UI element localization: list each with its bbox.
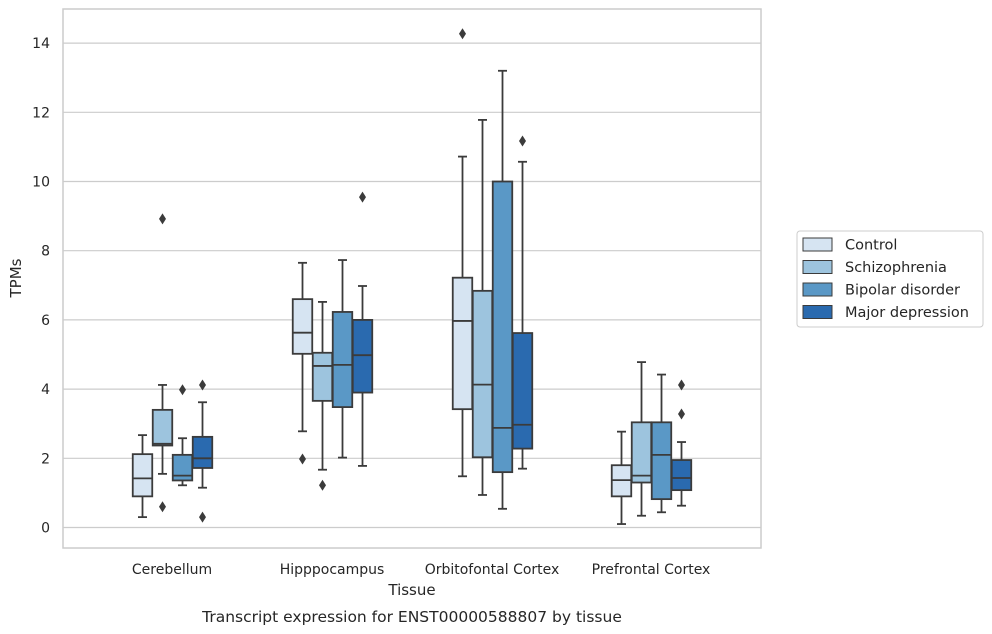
box-body	[451, 276, 474, 411]
y-tick-label: 6	[41, 313, 50, 329]
box-body	[650, 421, 673, 501]
y-tick-label: 4	[41, 382, 50, 398]
box-body	[171, 453, 194, 482]
outlier-point	[159, 501, 166, 513]
box-2-3	[511, 135, 534, 470]
legend-label: Bipolar disorder	[845, 283, 960, 299]
y-tick-label: 8	[41, 244, 50, 260]
outlier-point	[319, 479, 326, 491]
box-3-1	[630, 361, 653, 517]
box-body	[471, 289, 494, 459]
legend-label: Schizophrenia	[845, 260, 947, 276]
chart-caption: Transcript expression for ENST0000058880…	[201, 608, 622, 626]
box-1-0	[291, 261, 314, 465]
box-0-2	[171, 384, 194, 487]
box-body	[131, 453, 154, 498]
box-body	[311, 351, 334, 402]
box-0-3	[191, 379, 214, 523]
box-body	[191, 435, 214, 469]
y-tick-label: 0	[41, 521, 50, 537]
box-1-3	[351, 191, 374, 467]
outlier-point	[299, 453, 306, 465]
box-body	[491, 180, 514, 474]
box-body	[511, 332, 534, 450]
outlier-point	[678, 379, 685, 391]
box-body	[351, 318, 374, 394]
outlier-point	[678, 408, 685, 420]
x-tick-label: Orbitofontal Cortex	[425, 562, 560, 578]
y-tick-label: 12	[32, 105, 50, 121]
box-3-0	[610, 430, 633, 525]
x-tick-label: Cerebellum	[132, 562, 212, 578]
box-body	[630, 421, 653, 484]
box-body	[670, 459, 693, 492]
outlier-point	[159, 213, 166, 225]
legend: Control Schizophrenia Bipolar disorder Majo…	[796, 230, 984, 328]
x-axis-title: Tissue	[387, 581, 435, 599]
outlier-point	[459, 28, 466, 40]
outlier-point	[179, 384, 186, 396]
legend-frame	[796, 230, 984, 328]
box-body	[151, 408, 174, 447]
y-tick-label: 14	[32, 36, 50, 52]
y-tick-labels: 0 2 4 6 8 10 12 14	[32, 36, 50, 536]
y-tick-label: 2	[41, 451, 50, 467]
x-tick-label: Hipppocampus	[280, 562, 385, 578]
box-0-0	[131, 434, 154, 519]
y-tick-label: 10	[32, 175, 50, 191]
box-0-1	[151, 213, 174, 513]
legend-swatch	[802, 237, 833, 252]
box-3-3	[670, 379, 693, 507]
box-body	[331, 311, 354, 408]
box-2-2	[491, 69, 514, 510]
plot-frame	[62, 8, 762, 549]
box-body	[291, 298, 314, 355]
box-groups	[131, 28, 693, 525]
outlier-point	[359, 191, 366, 203]
x-tick-label: Prefrontal Cortex	[592, 562, 711, 578]
outlier-point	[519, 135, 526, 147]
legend-swatch	[802, 282, 833, 297]
x-tick-labels: Cerebellum Hipppocampus Orbitofontal Corte…	[132, 562, 710, 578]
box-2-0	[451, 28, 474, 478]
legend-label: Control	[845, 238, 897, 254]
outlier-point	[199, 379, 206, 391]
legend-label: Major depression	[845, 305, 969, 321]
y-axis-title: TPMs	[7, 258, 25, 298]
box-2-1	[471, 119, 494, 496]
legend-swatch	[802, 305, 833, 319]
legend-swatch	[802, 260, 833, 274]
outlier-point	[199, 511, 206, 523]
